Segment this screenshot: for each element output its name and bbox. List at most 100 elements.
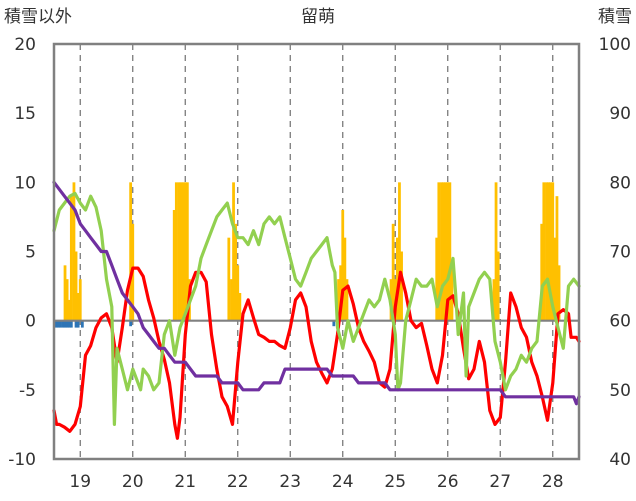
x-tick-22: 22	[227, 472, 249, 492]
bar-0-20	[232, 182, 235, 321]
bar-0-22	[236, 265, 240, 321]
bar-0-27	[343, 237, 347, 321]
bar-1-0	[54, 320, 58, 328]
left-y-tick-labels: 20 15 10 5 0 -5 -10	[8, 35, 36, 470]
left-y-tick-0: 0	[25, 312, 36, 332]
bar-0-49	[547, 182, 550, 321]
bar-0-51	[551, 182, 555, 321]
bar-0-8	[129, 182, 133, 321]
bar-0-30	[391, 223, 395, 321]
bar-0-23	[238, 293, 242, 321]
bar-0-43	[492, 279, 496, 321]
x-tick-27: 27	[489, 472, 511, 492]
bar-0-46	[540, 223, 544, 321]
bar-0-54	[557, 265, 561, 321]
right-axis-label: 積雪	[598, 7, 632, 27]
right-y-tick-80: 80	[609, 173, 631, 193]
left-y-tick-15: 15	[14, 104, 36, 124]
x-tick-23: 23	[279, 472, 301, 492]
x-tick-21: 21	[174, 472, 196, 492]
bar-0-0	[63, 265, 67, 321]
bar-0-21	[234, 223, 238, 321]
bar-0-25	[339, 265, 343, 321]
bar-0-2	[67, 299, 71, 321]
bar-1-11	[129, 320, 133, 327]
right-y-tick-90: 90	[609, 104, 631, 124]
x-tick-20: 20	[122, 472, 144, 492]
x-tick-19: 19	[69, 472, 91, 492]
bar-1-2	[58, 320, 62, 328]
bar-0-5	[74, 251, 78, 321]
bar-1-6	[67, 320, 71, 328]
bar-1-3	[61, 320, 65, 328]
bar-0-13	[179, 182, 183, 321]
bar-0-15	[183, 182, 187, 321]
bar-0-50	[549, 182, 553, 321]
bar-0-42	[450, 265, 454, 321]
right-y-tick-100: 100	[599, 35, 631, 55]
left-y-tick--10: -10	[8, 450, 36, 470]
bar-0-28	[345, 279, 349, 321]
x-tick-labels: 19 20 21 22 23 24 25 26 27 28	[69, 472, 563, 492]
chart-title: 留萌	[301, 7, 335, 27]
left-y-tick-5: 5	[25, 243, 36, 263]
bar-1-1	[56, 320, 60, 328]
bar-1-4	[63, 320, 67, 328]
bar-0-38	[442, 182, 445, 321]
bar-0-11	[174, 182, 178, 321]
bar-0-37	[440, 182, 443, 321]
bar-0-44	[494, 182, 498, 321]
right-y-tick-labels: 100 90 80 70 60 50 40	[599, 35, 631, 470]
line-series-2	[52, 180, 581, 406]
bar-1-7	[69, 320, 73, 328]
bar-0-36	[437, 182, 441, 321]
bar-0-3	[69, 196, 73, 321]
bar-1-12	[332, 320, 336, 327]
bar-0-34	[400, 251, 403, 321]
bar-0-40	[446, 182, 450, 321]
x-tick-24: 24	[332, 472, 354, 492]
x-tick-26: 26	[437, 472, 459, 492]
right-y-tick-50: 50	[609, 381, 631, 401]
plot-frame	[52, 42, 581, 461]
bar-0-19	[230, 279, 233, 321]
bar-0-35	[435, 237, 439, 321]
bar-1-5	[65, 320, 69, 328]
bar-0-24	[337, 279, 340, 321]
left-y-tick-10: 10	[14, 173, 36, 193]
right-y-tick-70: 70	[609, 243, 631, 263]
line-series-1	[52, 191, 581, 426]
bar-0-45	[496, 251, 500, 321]
left-y-tick-20: 20	[14, 35, 36, 55]
right-y-tick-60: 60	[609, 312, 631, 332]
bar-0-33	[398, 182, 401, 321]
line-series	[52, 180, 581, 440]
bar-0-12	[177, 182, 181, 321]
bar-0-48	[545, 182, 548, 321]
bar-0-4	[72, 182, 76, 321]
bar-1-8	[74, 320, 78, 328]
bar-0-39	[444, 182, 448, 321]
bar-0-16	[185, 182, 189, 321]
x-tick-25: 25	[384, 472, 406, 492]
x-tick-28: 28	[542, 472, 564, 492]
bar-0-32	[395, 237, 399, 321]
bar-1-10	[80, 320, 84, 328]
line-series-0	[52, 266, 581, 440]
bar-0-14	[181, 182, 185, 321]
bar-0-18	[227, 237, 231, 321]
left-y-tick--5: -5	[19, 381, 36, 401]
bar-0-10	[172, 210, 176, 321]
left-axis-label: 積雪以外	[4, 7, 72, 27]
bar-0-47	[542, 182, 546, 321]
bar-0-26	[341, 210, 345, 321]
bar-0-52	[553, 237, 557, 321]
bar-0-7	[78, 279, 82, 321]
bar-0-41	[448, 182, 452, 321]
bar-0-1	[65, 279, 69, 321]
bar-0-53	[555, 196, 559, 321]
bar-1-9	[76, 320, 80, 328]
right-y-tick-40: 40	[609, 450, 631, 470]
bar-0-6	[76, 293, 80, 321]
